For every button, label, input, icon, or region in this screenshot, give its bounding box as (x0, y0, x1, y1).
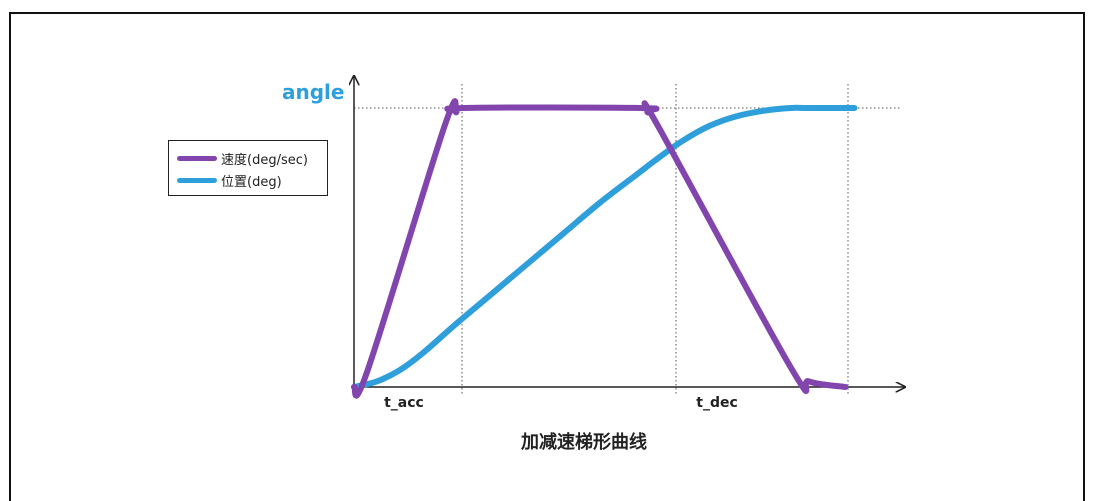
axes (354, 76, 905, 387)
x-tick-label-t-acc: t_acc (384, 395, 424, 411)
legend-item-velocity: 速度(deg/sec) (177, 148, 308, 168)
series-layer (351, 98, 858, 399)
legend-swatch-position (177, 177, 217, 183)
legend-label-velocity: 速度(deg/sec) (221, 152, 308, 168)
legend: 速度(deg/sec) 位置(deg) (168, 140, 328, 196)
figure-frame (9, 12, 1085, 501)
legend-label-position: 位置(deg) (221, 174, 282, 190)
series-velocity-line (351, 98, 849, 399)
legend-swatch-velocity (177, 155, 217, 161)
x-tick-label-t-dec: t_dec (696, 395, 738, 411)
series-position-line (351, 104, 858, 390)
guide-lines (354, 84, 900, 396)
chart-title: 加减速梯形曲线 (521, 432, 647, 453)
y-axis-label: angle (282, 80, 345, 104)
legend-item-position: 位置(deg) (177, 170, 282, 190)
